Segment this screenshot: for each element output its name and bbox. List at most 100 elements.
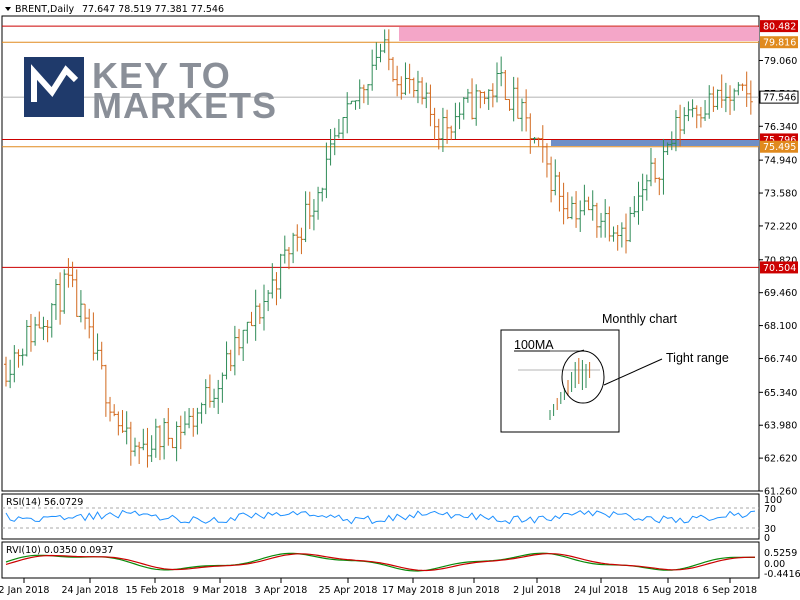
ohlc-bar	[137, 441, 142, 465]
ohlc-bar	[399, 76, 404, 100]
ma-label: 100MA	[514, 338, 554, 352]
ohlc-bar	[569, 196, 574, 220]
ohlc-bar	[266, 290, 271, 312]
ohlc-bar	[511, 76, 516, 122]
price-bars	[4, 29, 753, 468]
ohlc-bar	[673, 110, 678, 152]
ohlc-bar	[70, 261, 75, 288]
ohlc-bar	[128, 421, 133, 466]
ohlc-bar	[237, 328, 242, 356]
ohlc-bar	[657, 177, 662, 196]
ohlc-bar	[228, 349, 233, 372]
rvi-signal-line	[5, 553, 755, 572]
ohlc-bar	[407, 63, 412, 94]
blue-support-zone	[551, 140, 759, 146]
ohlc-bar	[603, 199, 608, 238]
level-label: 79.816	[763, 38, 796, 49]
ohlc-bar	[332, 127, 337, 156]
ohlc-bar	[270, 263, 275, 299]
date-tick-label: 2 Jan 2018	[0, 585, 49, 596]
price-tick-label: 66.740	[764, 354, 797, 365]
rvi-frame	[1, 541, 760, 579]
ohlc-bar	[349, 100, 354, 105]
ohlc-bar	[461, 97, 466, 120]
level-label: 77.546	[763, 93, 796, 104]
date-tick-label: 15 Aug 2018	[638, 585, 699, 596]
ohlc-bar	[682, 107, 687, 135]
ohlc-bar	[715, 89, 720, 110]
ohlc-bar	[149, 435, 154, 462]
ohlc-bar	[707, 85, 712, 119]
main-plot-frame	[1, 15, 760, 492]
ohlc-bar	[465, 88, 470, 103]
ohlc-bar	[648, 147, 653, 187]
date-tick-label: 24 Jan 2018	[62, 585, 119, 596]
rsi-panel: RSI(14) 56.0729 100 70 30 0	[2, 495, 782, 544]
price-tick-label: 79.060	[764, 56, 797, 67]
price-tick-label: 68.100	[764, 321, 797, 332]
ohlc-bar	[536, 137, 541, 147]
ohlc-bar	[316, 186, 321, 220]
ohlc-bar	[740, 83, 745, 91]
ohlc-bar	[420, 77, 425, 105]
ohlc-bar	[28, 314, 33, 352]
rvi-panel: RVI(10) 0.0350 0.0937 0.5259 0.00 -0.441…	[5, 545, 800, 580]
price-tick-label: 72.220	[764, 221, 797, 232]
ohlc-bar	[274, 272, 279, 306]
ohlc-bar	[515, 77, 520, 119]
price-tick-label: 74.940	[764, 156, 797, 167]
ohlc-bar	[49, 303, 54, 338]
ohlc-bar	[216, 379, 221, 415]
rvi-tick-bottom: -0.4416	[764, 569, 800, 580]
symbol-dropdown-icon[interactable]	[5, 7, 11, 11]
ohlc-bar	[499, 56, 504, 87]
ohlc-bar	[678, 104, 683, 147]
price-tick-label: 63.980	[764, 421, 797, 432]
horizontal-levels	[2, 25, 759, 268]
ohlc-bar	[748, 80, 753, 115]
km-logo-mark	[31, 64, 79, 102]
ohlc-bar	[361, 84, 366, 104]
ohlc-bar	[582, 184, 587, 216]
ohlc-bar	[440, 107, 445, 152]
ohlc-bar	[311, 199, 316, 231]
symbol-label: BRENT,Daily	[15, 4, 74, 15]
ohlc-bar	[153, 418, 158, 458]
ohlc-bar	[528, 113, 533, 154]
ohlc-bar	[424, 82, 429, 109]
level-label-bg	[760, 20, 798, 33]
ohlc-bar	[653, 158, 658, 183]
ohlc-bar	[357, 79, 362, 109]
level-label-bg	[760, 36, 798, 49]
date-tick-label: 24 Jul 2018	[574, 585, 628, 596]
ohlc-bar	[257, 303, 262, 325]
ohlc-bar	[124, 411, 129, 445]
ohlc-bar	[457, 102, 462, 130]
ohlc-bar	[174, 421, 179, 462]
rvi-label: RVI(10) 0.0350 0.0937	[6, 545, 113, 556]
ohlc-bar	[395, 65, 400, 97]
ohlc-bar	[345, 92, 350, 134]
ohlc-bar	[108, 396, 113, 422]
ohlc-bar	[553, 159, 558, 196]
date-tick-label: 6 Sep 2018	[703, 585, 757, 596]
ohlc-bar	[170, 437, 175, 449]
ohlc-bar	[669, 131, 674, 151]
ohlc-bar	[199, 402, 204, 424]
ohlc-bar	[245, 321, 250, 344]
ohlc-bar	[519, 98, 524, 132]
ohlc-bar	[20, 348, 25, 366]
ohlc-bar	[120, 410, 125, 433]
rsi-tick-0: 0	[764, 533, 770, 544]
ohlc-bar	[711, 86, 716, 112]
ohlc-bar	[53, 279, 58, 320]
ohlc-bar	[378, 43, 383, 63]
rsi-frame	[1, 493, 760, 540]
ohlc-bar	[495, 62, 500, 103]
date-tick-label: 2 Jul 2018	[513, 585, 561, 596]
ohlc-bar	[578, 200, 583, 232]
callout-label: Tight range	[666, 351, 729, 365]
logo-line1: KEY TO	[92, 55, 231, 96]
